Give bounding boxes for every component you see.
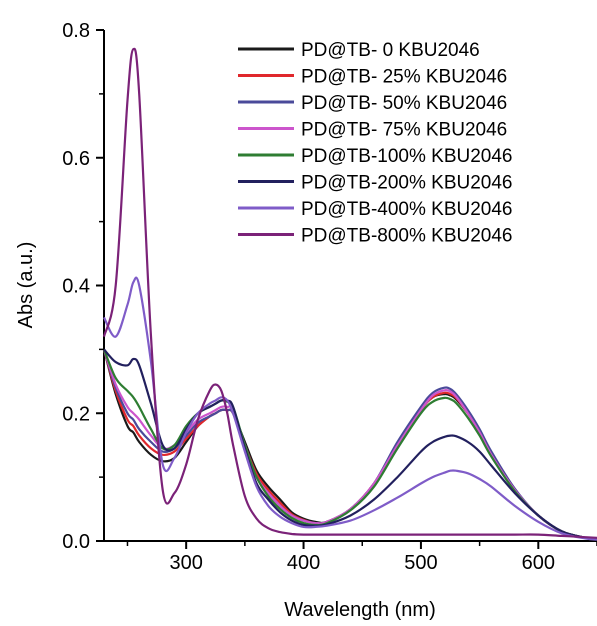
y-axis-title: Abs (a.u.) bbox=[15, 242, 37, 329]
legend-label: PD@TB- 50% KBU2046 bbox=[301, 93, 507, 114]
y-tick-label: 0.4 bbox=[62, 276, 90, 298]
legend-label: PD@TB- 75% KBU2046 bbox=[301, 120, 507, 141]
series-line-7 bbox=[103, 276, 597, 541]
plot-area bbox=[102, 30, 597, 542]
x-axis-title: Wavelength (nm) bbox=[284, 599, 436, 621]
legend-label: PD@TB-800% KBU2046 bbox=[301, 226, 513, 247]
x-tick-label: 600 bbox=[522, 552, 555, 574]
legend: PD@TB- 0 KBU2046 PD@TB- 25% KBU2046 PD@TB-… bbox=[238, 40, 513, 247]
x-tick-label: 500 bbox=[404, 552, 437, 574]
y-tick-label: 0.6 bbox=[62, 148, 90, 170]
y-axis-ticks: 0.0 0.2 0.4 0.6 0.8 bbox=[62, 20, 104, 553]
series-line-6 bbox=[103, 348, 597, 541]
y-tick-label: 0.2 bbox=[62, 403, 90, 425]
series-line-8 bbox=[102, 47, 597, 539]
legend-label: PD@TB-100% KBU2046 bbox=[301, 146, 513, 167]
legend-label: PD@TB-400% KBU2046 bbox=[301, 199, 513, 220]
y-tick-label: 0.0 bbox=[62, 531, 90, 553]
legend-label: PD@TB- 25% KBU2046 bbox=[301, 67, 507, 88]
legend-label: PD@TB-200% KBU2046 bbox=[301, 173, 513, 194]
x-axis-ticks: 300 400 500 600 bbox=[126, 541, 597, 574]
x-tick-label: 400 bbox=[287, 552, 320, 574]
x-tick-label: 300 bbox=[169, 552, 202, 574]
legend-label: PD@TB- 0 KBU2046 bbox=[301, 40, 480, 61]
y-tick-label: 0.8 bbox=[62, 20, 90, 42]
